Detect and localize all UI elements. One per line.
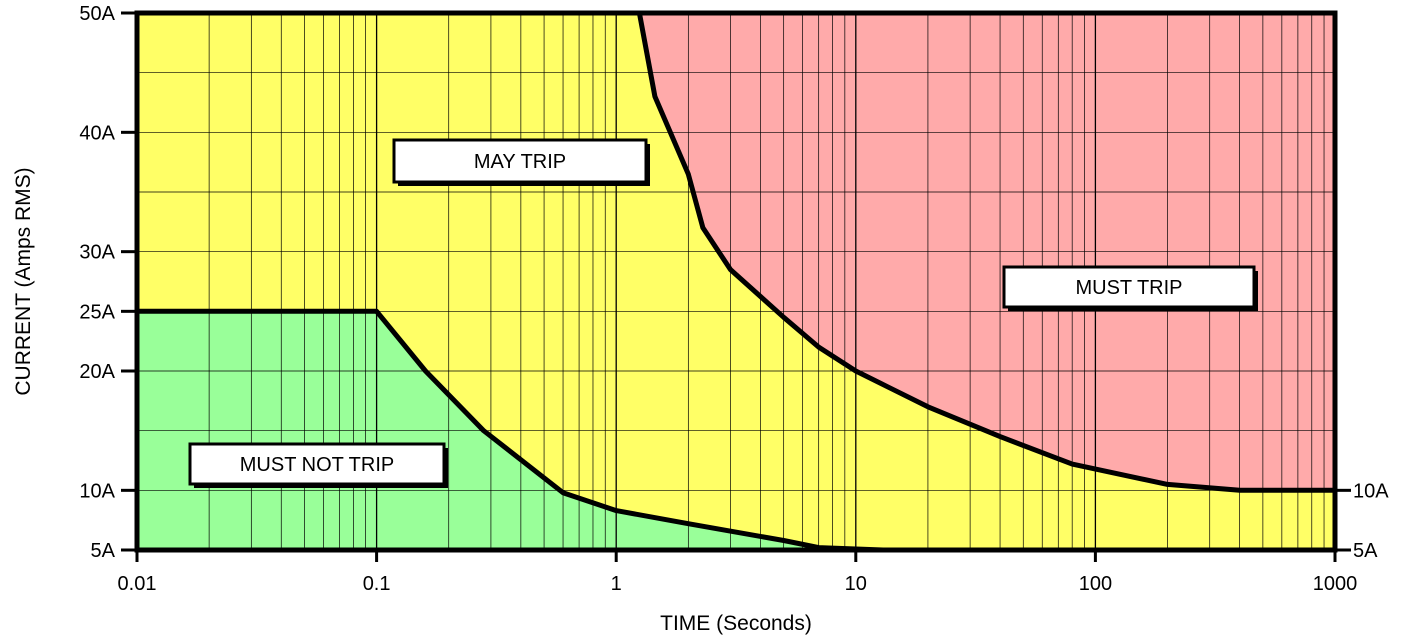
y-tick-label: 50A	[79, 3, 115, 25]
label-must-not-trip: MUST NOT TRIP	[240, 454, 394, 476]
right-tick-label: 10A	[1353, 480, 1389, 502]
y-tick-label: 5A	[91, 540, 116, 562]
box-shadow-bottom	[194, 484, 448, 488]
x-tick-label: 100	[1079, 573, 1112, 595]
y-tick-label: 40A	[79, 122, 115, 144]
region-label-boxes: MUST NOT TRIP MAY TRIP MUST TRIP	[188, 138, 1258, 488]
box-shadow-bottom	[1008, 307, 1258, 311]
x-tick-label: 0.1	[363, 573, 391, 595]
y-tick-label: 25A	[79, 301, 115, 323]
box-shadow-bottom	[398, 182, 650, 186]
box-shadow-right	[1254, 271, 1258, 311]
plot-border	[134, 10, 1338, 553]
curve-must-not-trip	[134, 308, 886, 553]
y-axis-title: CURRENT (Amps RMS)	[12, 167, 35, 395]
curve-must-trip	[636, 10, 1338, 493]
box-must-not-trip	[188, 442, 446, 486]
box-shadow-right	[646, 144, 650, 186]
chart-curves	[134, 10, 1338, 553]
y-tick-label: 10A	[79, 480, 115, 502]
x-tick-label: 0.01	[118, 573, 157, 595]
label-may-trip: MAY TRIP	[474, 151, 566, 173]
x-axis-title: TIME (Seconds)	[660, 612, 812, 635]
plot-frame	[121, 10, 1351, 562]
x-tick-label: 1000	[1313, 573, 1358, 595]
x-tick-label: 10	[845, 573, 867, 595]
x-tick-label: 1	[611, 573, 622, 595]
right-tick-label: 5A	[1353, 540, 1378, 562]
y-tick-label: 20A	[79, 361, 115, 383]
box-shadow-right	[444, 448, 448, 488]
label-must-trip: MUST TRIP	[1075, 277, 1182, 299]
y-tick-label: 30A	[79, 242, 115, 264]
